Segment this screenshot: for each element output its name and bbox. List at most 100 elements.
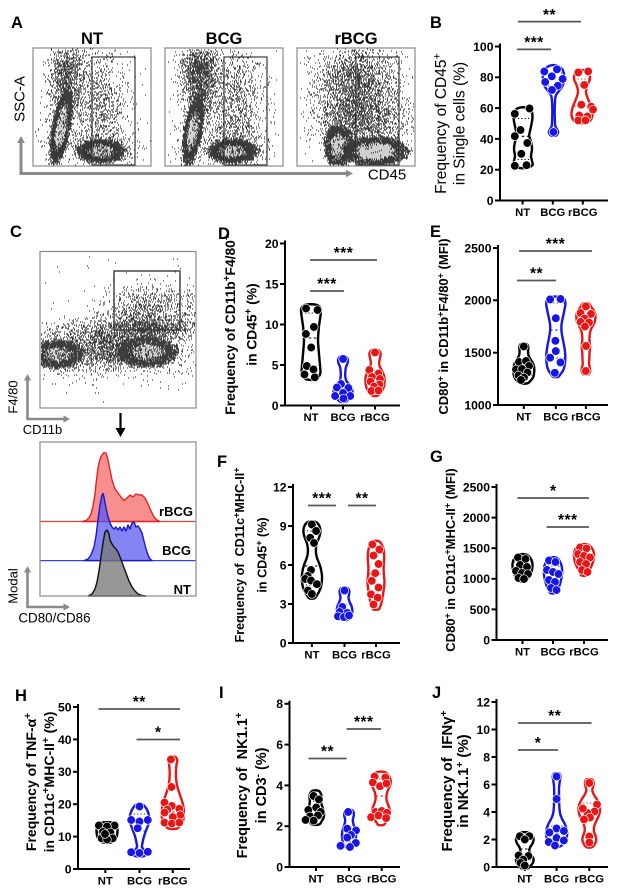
svg-text:***: *** <box>546 236 566 253</box>
svg-text:1500: 1500 <box>463 542 490 556</box>
svg-text:***: *** <box>334 245 354 262</box>
svg-text:SSC-A: SSC-A <box>12 76 29 122</box>
svg-text:4: 4 <box>483 805 490 819</box>
svg-text:CD80+ in CD11b+F4/80+ (MFI): CD80+ in CD11b+F4/80+ (MFI) <box>436 238 452 414</box>
svg-text:H: H <box>15 687 27 705</box>
svg-text:12: 12 <box>476 695 490 709</box>
svg-text:G: G <box>430 448 443 466</box>
svg-text:rBCG: rBCG <box>569 646 599 658</box>
svg-text:40: 40 <box>480 132 494 146</box>
svg-text:10: 10 <box>265 318 279 332</box>
svg-text:0: 0 <box>487 194 494 208</box>
svg-text:BCG: BCG <box>543 411 568 423</box>
svg-text:BCG: BCG <box>336 873 361 885</box>
svg-text:8: 8 <box>276 697 283 711</box>
svg-text:in NK1.1+ (%): in NK1.1+ (%) <box>455 734 472 827</box>
svg-text:rBCG: rBCG <box>158 875 188 887</box>
svg-text:***: *** <box>312 491 332 508</box>
svg-text:E: E <box>430 223 441 241</box>
svg-text:NT: NT <box>308 873 323 885</box>
svg-text:NT: NT <box>517 873 532 885</box>
svg-text:NT: NT <box>303 412 318 424</box>
svg-text:***: *** <box>354 714 374 731</box>
svg-text:rBCG: rBCG <box>361 649 391 661</box>
svg-text:BCG: BCG <box>544 873 569 885</box>
svg-text:0: 0 <box>483 860 490 874</box>
svg-text:rBCG: rBCG <box>571 411 601 423</box>
svg-text:80: 80 <box>480 71 494 85</box>
svg-text:rBCG: rBCG <box>334 30 377 48</box>
svg-text:6: 6 <box>483 778 490 792</box>
svg-text:60: 60 <box>480 102 494 116</box>
svg-text:0: 0 <box>483 633 490 647</box>
svg-text:rBCG: rBCG <box>360 412 390 424</box>
svg-text:30: 30 <box>58 765 72 779</box>
svg-text:NT: NT <box>304 649 319 661</box>
svg-text:NT: NT <box>81 30 103 48</box>
svg-text:in CD45+ (%): in CD45+ (%) <box>244 283 260 366</box>
svg-text:3: 3 <box>280 597 287 611</box>
svg-text:***: *** <box>558 512 578 529</box>
svg-text:NT: NT <box>515 207 530 219</box>
svg-text:20: 20 <box>265 237 279 251</box>
svg-text:I: I <box>219 684 224 702</box>
svg-text:Frequency of IFNγ+: Frequency of IFNγ+ <box>439 710 456 851</box>
svg-text:B: B <box>430 14 442 32</box>
svg-text:8: 8 <box>483 750 490 764</box>
svg-text:500: 500 <box>470 603 491 617</box>
svg-text:NT: NT <box>515 646 530 658</box>
svg-text:BCG: BCG <box>332 649 357 661</box>
svg-text:CD80/CD86: CD80/CD86 <box>18 611 90 626</box>
svg-text:9: 9 <box>280 519 287 533</box>
svg-text:0: 0 <box>280 636 287 650</box>
svg-text:Modal: Modal <box>6 568 21 604</box>
svg-text:**: ** <box>133 694 147 711</box>
svg-text:2000: 2000 <box>463 511 490 525</box>
svg-text:50: 50 <box>58 700 72 714</box>
svg-text:CD80+ in CD11c+MHC-II+ (MFI): CD80+ in CD11c+MHC-II+ (MFI) <box>443 468 459 651</box>
svg-text:6: 6 <box>280 558 287 572</box>
svg-text:F4/80: F4/80 <box>6 380 21 413</box>
svg-text:rBCG: rBCG <box>575 873 605 885</box>
svg-text:BCG: BCG <box>206 30 243 48</box>
svg-text:12: 12 <box>273 480 287 494</box>
svg-text:2: 2 <box>483 833 490 847</box>
svg-text:10: 10 <box>58 830 72 844</box>
svg-text:2500: 2500 <box>464 241 491 255</box>
svg-text:*: * <box>535 735 542 752</box>
svg-text:C: C <box>10 223 22 241</box>
svg-text:100: 100 <box>473 40 494 54</box>
svg-text:***: *** <box>524 35 544 52</box>
svg-text:**: ** <box>355 491 369 508</box>
svg-text:Frequency of CD11b+F4/80+: Frequency of CD11b+F4/80+ <box>222 234 238 415</box>
svg-text:J: J <box>432 684 441 702</box>
svg-text:2: 2 <box>276 820 283 834</box>
svg-text:0: 0 <box>276 860 283 874</box>
svg-text:**: ** <box>543 7 557 24</box>
svg-text:CD11b: CD11b <box>23 422 63 437</box>
svg-text:NT: NT <box>516 411 531 423</box>
svg-text:*: * <box>155 725 162 742</box>
svg-text:15: 15 <box>265 277 279 291</box>
svg-text:in CD3- (%): in CD3- (%) <box>253 747 270 823</box>
svg-text:rBCG: rBCG <box>568 207 598 219</box>
svg-text:NT: NT <box>174 582 191 597</box>
svg-text:D: D <box>218 225 230 243</box>
svg-text:BCG: BCG <box>540 646 565 658</box>
svg-text:**: ** <box>548 708 562 725</box>
svg-text:**: ** <box>321 744 335 761</box>
svg-text:6: 6 <box>276 738 283 752</box>
svg-text:rBCG: rBCG <box>367 873 397 885</box>
svg-text:Frequency of NK1.1+: Frequency of NK1.1+ <box>234 712 251 858</box>
svg-text:40: 40 <box>58 733 72 747</box>
svg-text:Frequency of CD11c+MHC-II+: Frequency of CD11c+MHC-II+ <box>232 468 247 643</box>
svg-text:NT: NT <box>98 875 113 887</box>
svg-text:5: 5 <box>272 358 279 372</box>
svg-text:BCG: BCG <box>540 207 565 219</box>
svg-text:0: 0 <box>65 862 72 876</box>
svg-text:in CD11c+MHC-II+ (%): in CD11c+MHC-II+ (%) <box>41 712 57 853</box>
svg-text:CD45: CD45 <box>368 167 406 184</box>
svg-text:rBCG: rBCG <box>159 504 193 519</box>
svg-text:Frequency of CD45+: Frequency of CD45+ <box>432 53 450 194</box>
svg-text:1000: 1000 <box>464 398 491 412</box>
